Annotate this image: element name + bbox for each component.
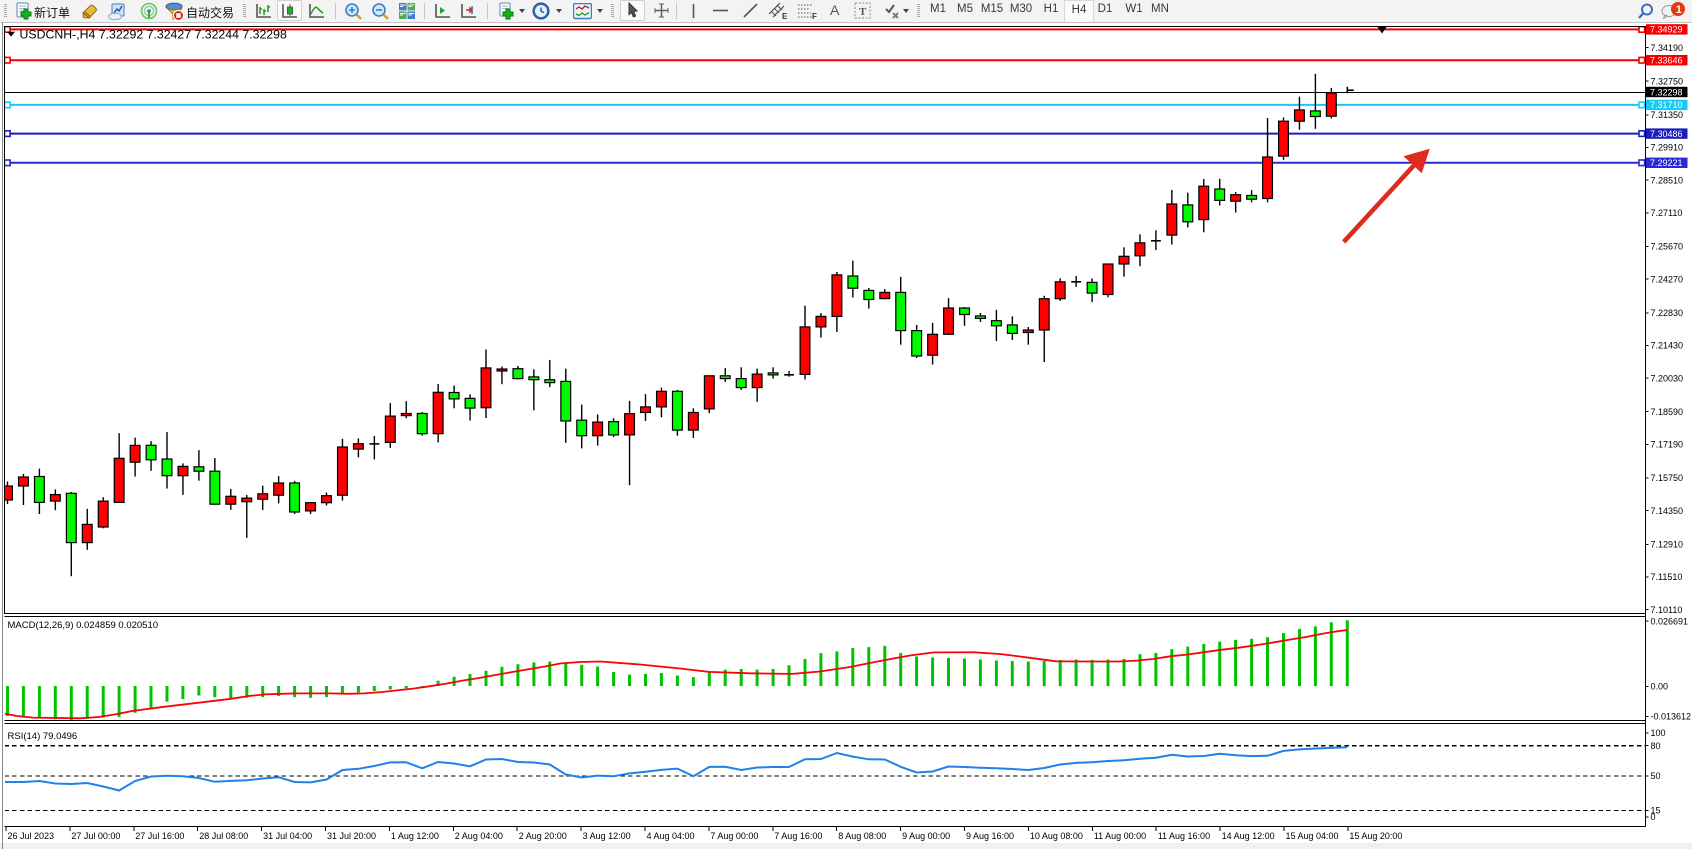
svg-text:1 Aug 12:00: 1 Aug 12:00 <box>391 831 439 841</box>
svg-text:3 Aug 12:00: 3 Aug 12:00 <box>583 831 631 841</box>
svg-text:27 Jul 16:00: 27 Jul 16:00 <box>135 831 184 841</box>
svg-text:MACD(12,26,9) 0.024859 0.02051: MACD(12,26,9) 0.024859 0.020510 <box>8 620 159 631</box>
svg-text:100: 100 <box>1651 728 1666 738</box>
svg-text:7.32750: 7.32750 <box>1651 76 1684 86</box>
svg-text:-0.013612: -0.013612 <box>1651 712 1692 722</box>
svg-text:31 Jul 20:00: 31 Jul 20:00 <box>327 831 376 841</box>
svg-text:7.11510: 7.11510 <box>1651 572 1683 582</box>
svg-text:7.21430: 7.21430 <box>1651 341 1684 351</box>
svg-text:7 Aug 00:00: 7 Aug 00:00 <box>710 831 758 841</box>
svg-text:50: 50 <box>1651 771 1661 781</box>
svg-text:7.31710: 7.31710 <box>1650 100 1683 110</box>
svg-text:7.22830: 7.22830 <box>1651 308 1684 318</box>
svg-text:27 Jul 00:00: 27 Jul 00:00 <box>71 831 120 841</box>
svg-text:7.32298: 7.32298 <box>1650 87 1683 97</box>
svg-text:7.17190: 7.17190 <box>1651 440 1684 450</box>
svg-text:11 Aug 00:00: 11 Aug 00:00 <box>1094 831 1146 841</box>
svg-text:7.27110: 7.27110 <box>1651 208 1683 218</box>
svg-text:10 Aug 08:00: 10 Aug 08:00 <box>1030 831 1083 841</box>
svg-text:26 Jul 2023: 26 Jul 2023 <box>8 831 55 841</box>
svg-text:28 Jul 08:00: 28 Jul 08:00 <box>199 831 248 841</box>
svg-text:4 Aug 04:00: 4 Aug 04:00 <box>647 831 695 841</box>
svg-text:15 Aug 20:00: 15 Aug 20:00 <box>1349 831 1402 841</box>
svg-text:7.20030: 7.20030 <box>1651 373 1684 383</box>
svg-text:7.29221: 7.29221 <box>1650 158 1683 168</box>
svg-text:F: F <box>812 12 817 20</box>
svg-text:7.31350: 7.31350 <box>1651 110 1684 120</box>
svg-text:E: E <box>782 12 788 20</box>
svg-text:7 Aug 16:00: 7 Aug 16:00 <box>774 831 822 841</box>
svg-text:1: 1 <box>1676 4 1682 16</box>
svg-text:7.30486: 7.30486 <box>1650 129 1683 139</box>
svg-text:7.29910: 7.29910 <box>1651 143 1684 153</box>
svg-text:USDCNH-,H4 7.32292 7.32427 7.: USDCNH-,H4 7.32292 7.32427 7.32244 7.322… <box>20 28 287 42</box>
svg-text:7.34929: 7.34929 <box>1650 25 1683 35</box>
svg-text:7.33646: 7.33646 <box>1650 56 1683 66</box>
svg-text:0: 0 <box>1651 812 1656 822</box>
svg-text:7.24270: 7.24270 <box>1651 274 1684 284</box>
svg-text:11 Aug 16:00: 11 Aug 16:00 <box>1158 831 1210 841</box>
svg-text:2 Aug 04:00: 2 Aug 04:00 <box>455 831 503 841</box>
svg-text:7.10110: 7.10110 <box>1651 605 1683 615</box>
svg-text:7.15750: 7.15750 <box>1651 473 1684 483</box>
svg-text:0.00: 0.00 <box>1651 682 1669 692</box>
svg-text:7.28510: 7.28510 <box>1651 175 1684 185</box>
svg-text:80: 80 <box>1651 741 1661 751</box>
svg-text:15: 15 <box>1651 806 1661 816</box>
svg-text:15 Aug 04:00: 15 Aug 04:00 <box>1286 831 1339 841</box>
svg-text:31 Jul 04:00: 31 Jul 04:00 <box>263 831 312 841</box>
svg-text:0.026691: 0.026691 <box>1651 616 1689 626</box>
svg-text:2 Aug 20:00: 2 Aug 20:00 <box>519 831 567 841</box>
svg-text:9 Aug 16:00: 9 Aug 16:00 <box>966 831 1014 841</box>
svg-text:7.25670: 7.25670 <box>1651 242 1684 252</box>
svg-text:RSI(14) 79.0496: RSI(14) 79.0496 <box>8 731 78 742</box>
svg-text:T: T <box>859 6 867 18</box>
svg-text:7.34190: 7.34190 <box>1651 43 1684 53</box>
svg-text:7.18590: 7.18590 <box>1651 407 1684 417</box>
svg-text:7.14350: 7.14350 <box>1651 506 1684 516</box>
svg-text:14 Aug 12:00: 14 Aug 12:00 <box>1222 831 1275 841</box>
svg-text:8 Aug 08:00: 8 Aug 08:00 <box>838 831 886 841</box>
svg-text:9 Aug 00:00: 9 Aug 00:00 <box>902 831 950 841</box>
svg-text:7.12910: 7.12910 <box>1651 540 1684 550</box>
